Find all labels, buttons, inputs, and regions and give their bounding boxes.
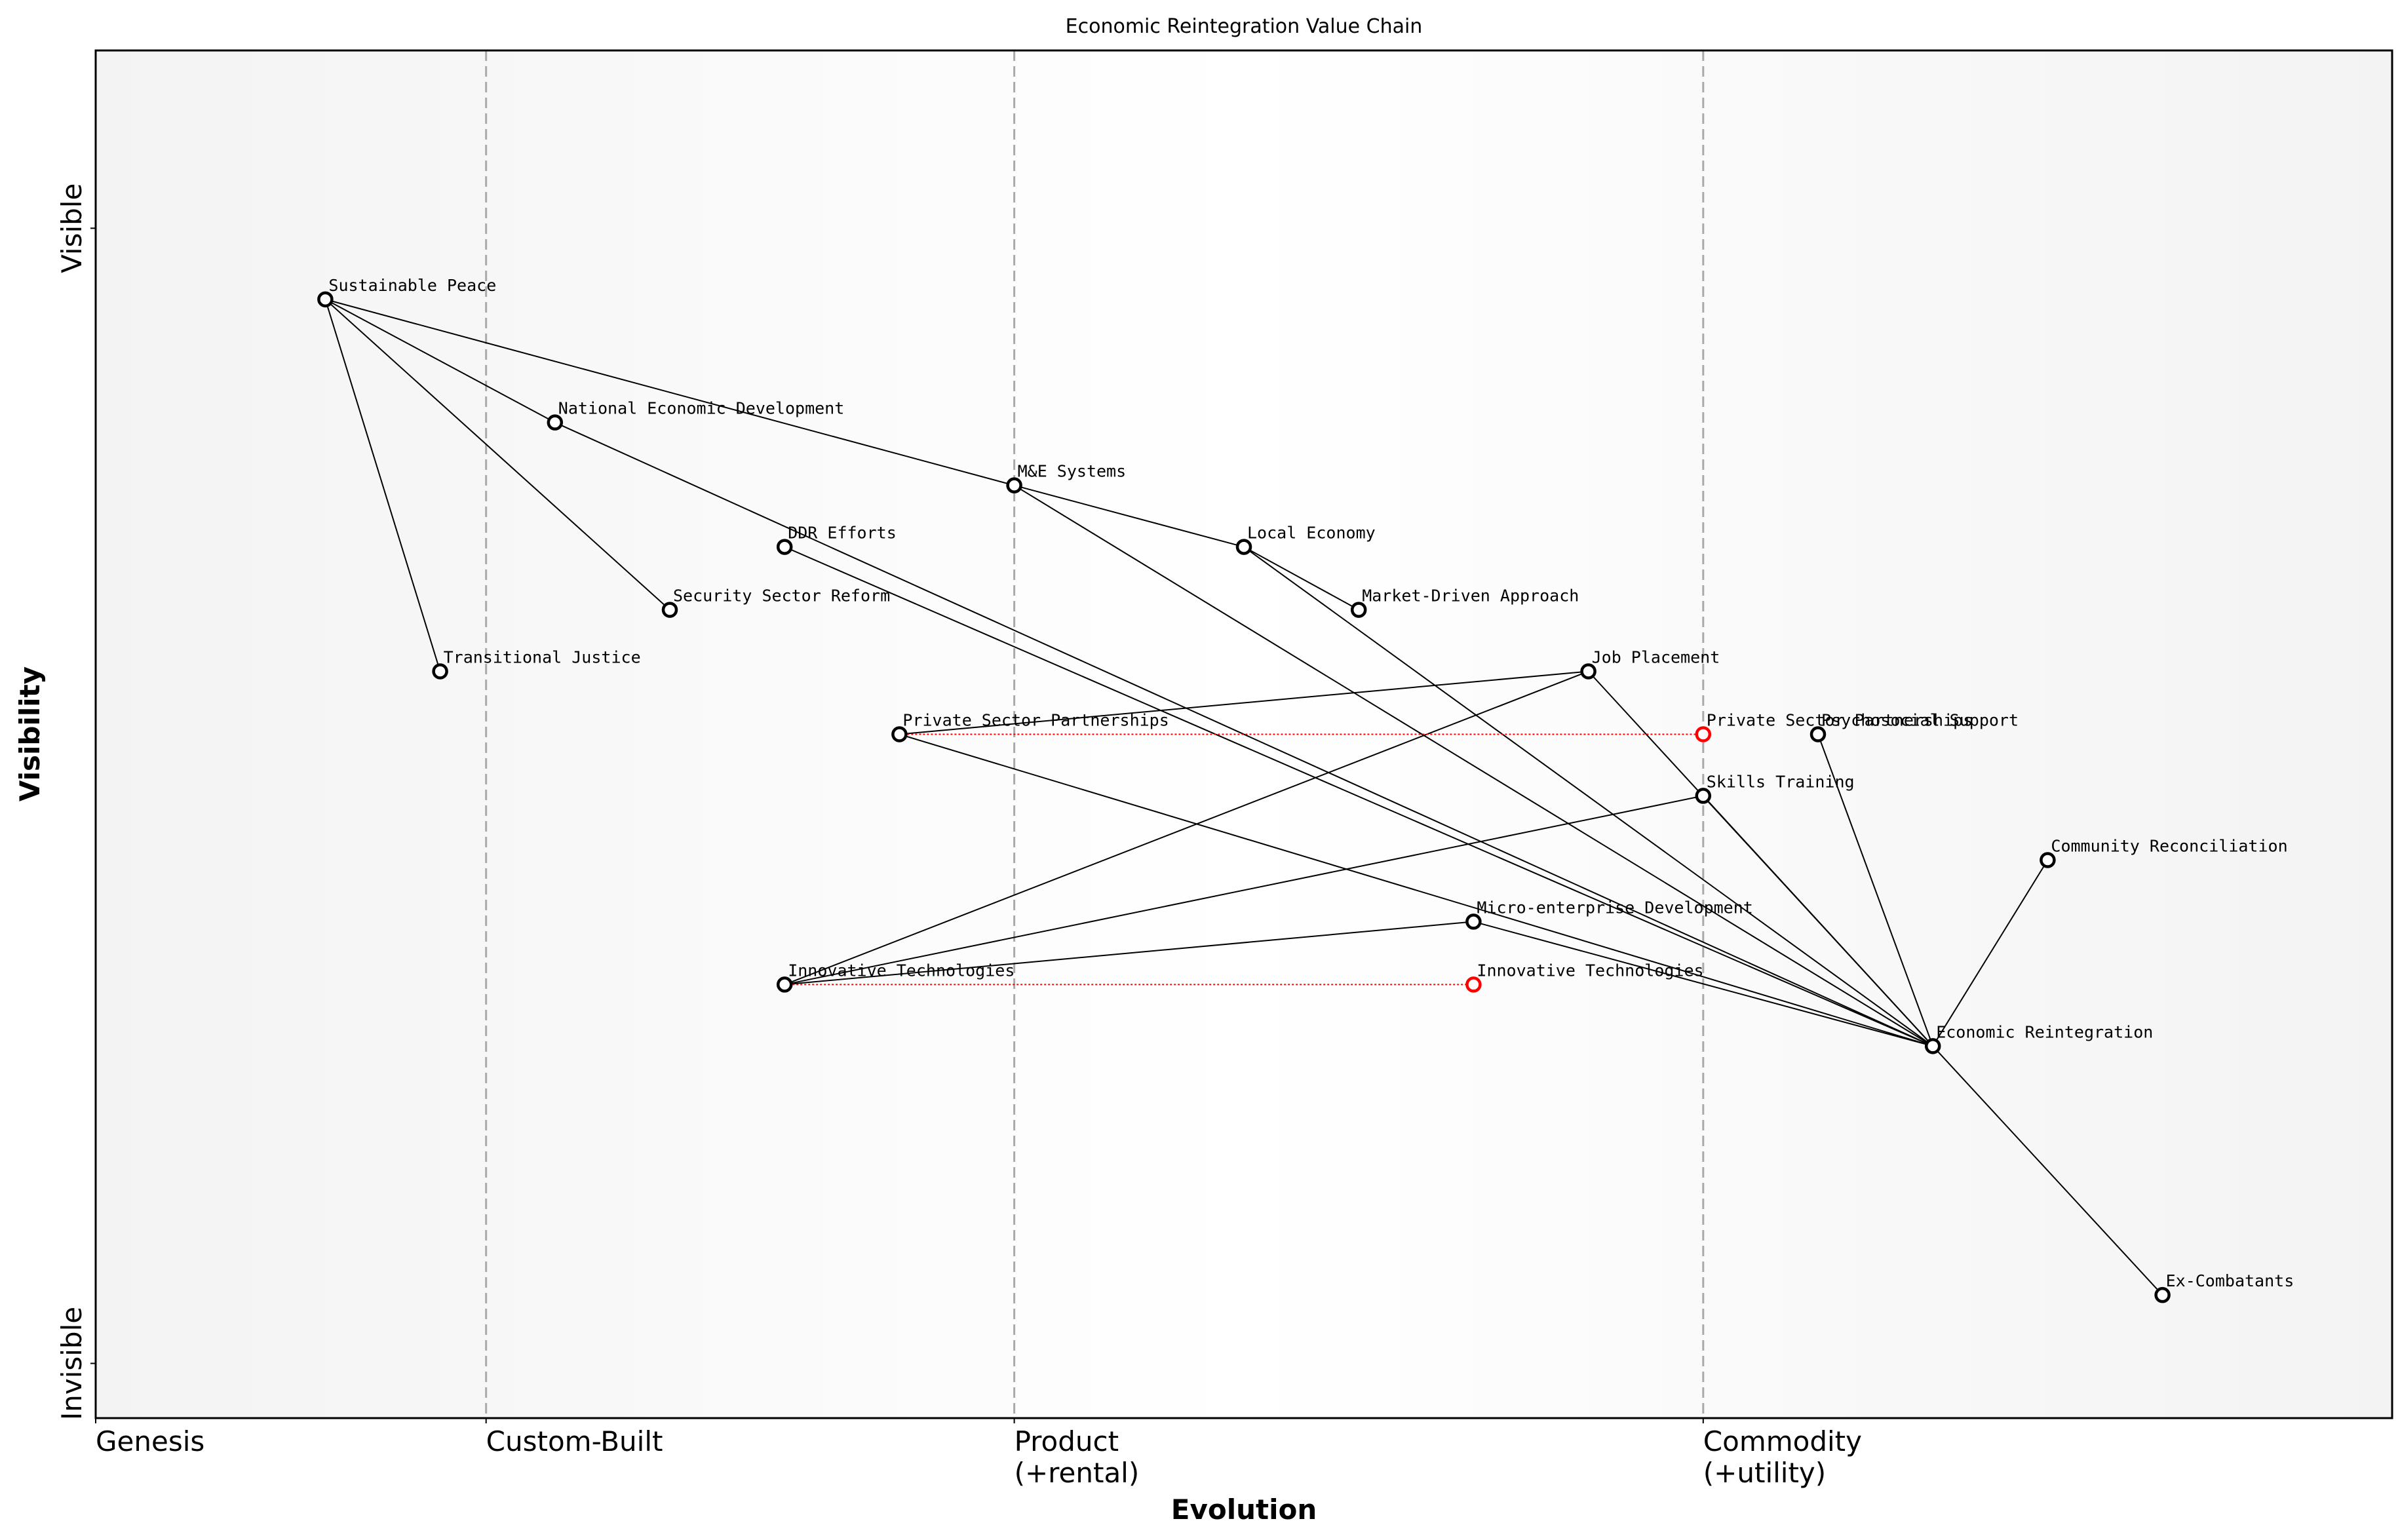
- node: [661, 602, 678, 618]
- y-tick-label: Invisible: [56, 1307, 88, 1420]
- link: [784, 795, 1704, 986]
- node: [2040, 852, 2056, 868]
- x-tick-label-line: Genesis: [96, 1425, 204, 1457]
- node-label: Transitional Justice: [444, 647, 641, 666]
- link: [1932, 1045, 2163, 1296]
- link: [1014, 484, 1245, 548]
- node-label: National Economic Development: [558, 399, 845, 418]
- x-tick-label-line: Commodity: [1703, 1425, 1862, 1457]
- chart-title: Economic Reintegration Value Chain: [1066, 15, 1423, 38]
- node-label: DDR Efforts: [788, 524, 897, 543]
- node-label: Job Placement: [1592, 647, 1720, 666]
- node-label: Skills Training: [1707, 772, 1855, 791]
- node: [1924, 1038, 1941, 1054]
- x-tick-label-line: (+utility): [1703, 1457, 1826, 1489]
- node: [1580, 663, 1597, 680]
- node-label: Local Economy: [1247, 524, 1376, 543]
- node: [1465, 976, 1482, 993]
- link: [784, 670, 1589, 986]
- node-label: Micro-enterprise Development: [1477, 898, 1752, 917]
- node: [432, 663, 448, 680]
- node: [776, 976, 793, 993]
- x-axis-title: Evolution: [1171, 1493, 1317, 1526]
- node-label: Psychosocial Support: [1821, 711, 2019, 730]
- node: [1006, 477, 1022, 493]
- node: [1465, 914, 1482, 930]
- link: [1703, 795, 1933, 1047]
- link: [325, 298, 1015, 486]
- node-label: Private Sector Partnerships: [902, 711, 1169, 730]
- link: [1243, 546, 1359, 611]
- link: [899, 670, 1589, 735]
- link: [899, 733, 1933, 1047]
- plot-frame: [94, 49, 2393, 1419]
- link: [1932, 859, 2049, 1047]
- node-label: Private Sector Partnerships: [1707, 711, 1973, 730]
- node: [1235, 539, 1252, 555]
- y-tick-label: Visible: [56, 183, 88, 273]
- x-tick-label: Genesis: [96, 1425, 204, 1457]
- link: [324, 298, 556, 423]
- node-label: Market-Driven Approach: [1362, 587, 1579, 606]
- link: [554, 421, 1933, 1047]
- x-tick-label: Commodity (+utility): [1703, 1425, 1862, 1489]
- node-label: Economic Reintegration: [1936, 1022, 2153, 1041]
- link: [1817, 734, 1934, 1047]
- node: [2154, 1286, 2171, 1303]
- node: [1810, 726, 1827, 742]
- link: [1014, 484, 1933, 1047]
- x-tick-label-line: (+rental): [1015, 1457, 1140, 1489]
- link: [784, 546, 1933, 1047]
- node: [317, 291, 334, 308]
- node: [891, 726, 908, 742]
- link: [784, 921, 1474, 986]
- node-label: Innovative Technologies: [1477, 961, 1703, 980]
- node: [1350, 602, 1367, 618]
- node-label: M&E Systems: [1018, 462, 1127, 481]
- node-label: Innovative Technologies: [788, 961, 1015, 980]
- x-tick-label-line: Custom-Built: [486, 1425, 663, 1457]
- node-label: Sustainable Peace: [328, 276, 496, 295]
- x-tick-label: Product (+rental): [1015, 1425, 1140, 1489]
- link: [1473, 921, 1933, 1047]
- link: [324, 299, 670, 611]
- node: [776, 539, 793, 555]
- x-tick-label: Custom-Built: [486, 1425, 663, 1457]
- node: [1695, 788, 1712, 804]
- node: [1695, 726, 1712, 742]
- node-label: Ex-Combatants: [2166, 1271, 2294, 1290]
- node-label: Community Reconciliation: [2051, 837, 2287, 856]
- x-tick-label-line: Product: [1015, 1425, 1119, 1457]
- link: [324, 299, 441, 672]
- link: [1243, 546, 1933, 1047]
- node: [547, 414, 564, 431]
- node-label: Security Sector Reform: [673, 587, 890, 606]
- y-axis-title: Visibility: [14, 666, 46, 801]
